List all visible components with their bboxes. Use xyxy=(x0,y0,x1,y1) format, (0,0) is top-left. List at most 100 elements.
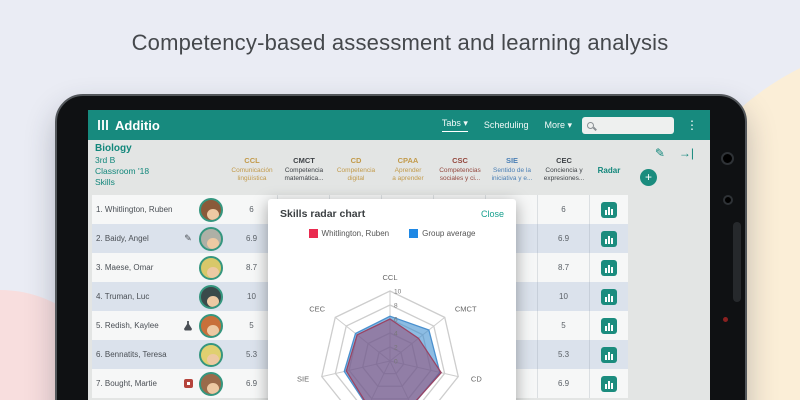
nav-scheduling[interactable]: Scheduling xyxy=(483,120,529,130)
radar-axis-label-cmct: CMCT xyxy=(455,304,477,313)
avatar xyxy=(196,371,226,396)
legend-item: Whitlington, Ruben xyxy=(308,229,390,238)
modal-title: Skills radar chart xyxy=(280,208,366,220)
grade-cell-sie[interactable] xyxy=(486,369,538,398)
modal-close-button[interactable]: Close xyxy=(480,209,504,219)
tablet-device: Additio Tabs ▾ Scheduling More ▾ ⋮ Biology… xyxy=(55,94,747,400)
content-area: Biology 3rd B Classroom '18 Skills ✎ →| … xyxy=(88,140,710,400)
legend-swatch xyxy=(308,229,318,238)
radar-cell xyxy=(590,375,628,392)
avatar xyxy=(196,313,226,338)
class-info: Biology 3rd B Classroom '18 Skills xyxy=(95,143,149,188)
red-flag-icon xyxy=(180,379,196,388)
legend-label: Whitlington, Ruben xyxy=(321,229,390,238)
app-nav: Tabs ▾ Scheduling More ▾ xyxy=(160,118,572,132)
student-name: 6. Bennatits, Teresa xyxy=(96,350,167,359)
grade-cell-cec[interactable]: 6.9 xyxy=(538,224,590,253)
student-name: 2. Baidy, Angel xyxy=(96,234,149,243)
grade-cell-cec[interactable]: 6.9 xyxy=(538,369,590,398)
radar-cell xyxy=(590,259,628,276)
avatar xyxy=(196,255,226,280)
column-header-cpaa[interactable]: CPAA Aprender a aprender xyxy=(392,156,424,182)
class-classroom: Classroom '18 xyxy=(95,166,150,176)
radar-chart-button[interactable] xyxy=(601,317,617,334)
student-name: 4. Truman, Luc xyxy=(96,292,150,301)
radar-grid-ring xyxy=(334,304,446,400)
speaker-grille xyxy=(733,222,741,302)
edit-pencil-icon[interactable]: ✎ xyxy=(654,146,665,160)
student-name: 5. Redish, Kaylee xyxy=(96,321,159,330)
chart-legend: Whitlington, Ruben Group average xyxy=(268,229,516,238)
grade-cell-sie[interactable] xyxy=(486,340,538,369)
skills-radar-modal: Skills radar chart Close Whitlington, Ru… xyxy=(268,199,516,400)
grade-cell-sie[interactable] xyxy=(486,253,538,282)
nav-tabs[interactable]: Tabs ▾ xyxy=(441,118,468,132)
search-input[interactable] xyxy=(582,116,674,134)
avatar xyxy=(196,342,226,367)
radar-cell xyxy=(590,288,628,305)
app-bar: Additio Tabs ▾ Scheduling More ▾ ⋮ xyxy=(88,110,710,140)
column-header-cd[interactable]: CD Competencia digital xyxy=(336,156,376,182)
grade-cell-cec[interactable]: 6 xyxy=(538,195,590,224)
radar-chart-button[interactable] xyxy=(601,259,617,276)
radar-cell xyxy=(590,346,628,363)
radar-tick-label: 6 xyxy=(394,317,398,324)
column-header-ccl[interactable]: CCL Comunicación lingüística xyxy=(231,156,273,182)
column-header-csc[interactable]: CSC Competencias sociales y ci... xyxy=(439,156,481,182)
grade-cell-cec[interactable]: 8.7 xyxy=(538,253,590,282)
lab-flask-icon xyxy=(180,320,196,331)
notification-led xyxy=(723,317,728,322)
radar-chart-button[interactable] xyxy=(601,288,617,305)
radar-cell xyxy=(590,230,628,247)
radar-axis-label-cec: CEC xyxy=(309,304,325,313)
radar-tick-label: 0 xyxy=(394,359,398,366)
modal-header: Skills radar chart Close xyxy=(268,199,516,224)
class-subject: Biology xyxy=(95,143,132,154)
radar-axis-label-ccl: CCL xyxy=(382,273,397,282)
camera-icon xyxy=(721,152,734,165)
avatar xyxy=(196,226,226,251)
class-tab: Skills xyxy=(95,177,115,187)
radar-chart-button[interactable] xyxy=(601,346,617,363)
overflow-menu-icon[interactable]: ⋮ xyxy=(686,118,698,132)
grade-cell-cec[interactable]: 5.3 xyxy=(538,340,590,369)
column-header-cec[interactable]: CEC Conciencia y expresiones... xyxy=(543,156,585,182)
grade-cell-cec[interactable]: 5 xyxy=(538,311,590,340)
student-name: 1. Whitlington, Ruben xyxy=(96,205,173,214)
grade-cell-sie[interactable] xyxy=(486,282,538,311)
radar-tick-label: 10 xyxy=(394,289,402,296)
skip-to-end-icon[interactable]: →| xyxy=(678,146,694,160)
grade-cell-cec[interactable]: 10 xyxy=(538,282,590,311)
radar-tick-label: 2 xyxy=(394,345,398,352)
skills-radar-chart: 0246810CCLCMCTCDCPAACSCSIECEC xyxy=(297,273,482,400)
grade-cell-sie[interactable] xyxy=(486,311,538,340)
radar-series-whitlington-ruben xyxy=(345,318,443,400)
radar-tick-label: 4 xyxy=(394,331,398,338)
column-header-sie[interactable]: SIE Sentido de la iniciativa y e... xyxy=(491,156,533,182)
radar-grid-ring xyxy=(321,290,459,400)
column-header-radar: Radar xyxy=(597,166,621,175)
radar-tick-label: 8 xyxy=(394,303,398,310)
nav-more[interactable]: More ▾ xyxy=(544,119,572,130)
radar-chart-button[interactable] xyxy=(601,375,617,392)
additio-logo-icon[interactable] xyxy=(98,120,108,130)
add-column-button[interactable]: + xyxy=(640,169,657,186)
grade-cell-sie[interactable] xyxy=(486,224,538,253)
avatar xyxy=(196,197,226,222)
grade-cell-sie[interactable] xyxy=(486,195,538,224)
table-header: CCL Comunicación lingüística CMCT Competenci… xyxy=(92,154,628,195)
app-brand: Additio xyxy=(115,117,160,133)
page-title: Competency-based assessment and learning… xyxy=(131,30,669,55)
column-header-cmct[interactable]: CMCT Competencia matemática... xyxy=(284,156,324,182)
avatar xyxy=(196,284,226,309)
camera-icon xyxy=(723,195,733,205)
radar-cell xyxy=(590,201,628,218)
annotation-pencil-icon: ✎ xyxy=(184,233,192,243)
radar-chart-button[interactable] xyxy=(601,230,617,247)
header-actions: ✎ →| xyxy=(655,146,694,160)
student-name: 3. Maese, Omar xyxy=(96,263,154,272)
legend-label: Group average xyxy=(422,229,476,238)
radar-chart-button[interactable] xyxy=(601,201,617,218)
radar-axis-label-sie: SIE xyxy=(297,374,309,383)
